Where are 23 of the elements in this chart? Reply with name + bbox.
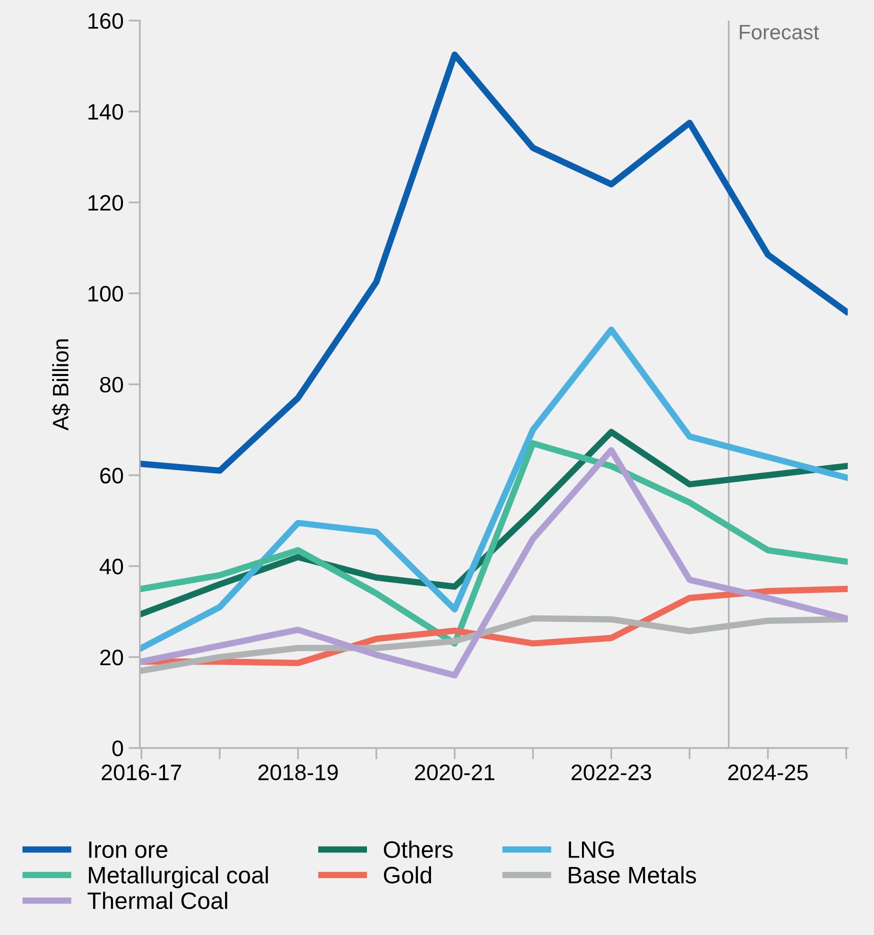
y-tick-label: 0 [112,740,123,756]
x-tick-label: 2016-17 [102,764,182,780]
y-tick-label: 40 [100,558,123,574]
y-tick-label: 20 [100,650,123,666]
y-tick-label: 80 [100,376,123,393]
legend-label: Metallurgical coal [88,866,268,888]
x-tick-label: 2024-25 [728,764,808,780]
x-tick-label: 2022-23 [572,764,652,780]
y-axis-title: A$ Billion [52,339,70,431]
legend-label: Gold [384,866,432,884]
legend-label: LNG [568,841,614,858]
x-tick-label: 2018-19 [258,764,338,780]
y-tick-label: 120 [88,194,123,211]
x-tick-label: 2020-21 [415,764,494,780]
y-tick-label: 140 [88,104,123,120]
y-tick-label: 160 [88,13,123,29]
legend-label: Others [384,840,453,858]
legend-label: Thermal Coal [88,892,228,910]
legend-label: Base Metals [568,866,696,884]
y-tick-label: 60 [100,468,123,484]
y-tick-label: 100 [88,286,123,302]
legend-label: Iron ore [89,842,168,858]
annotation: Forecast [740,24,820,40]
